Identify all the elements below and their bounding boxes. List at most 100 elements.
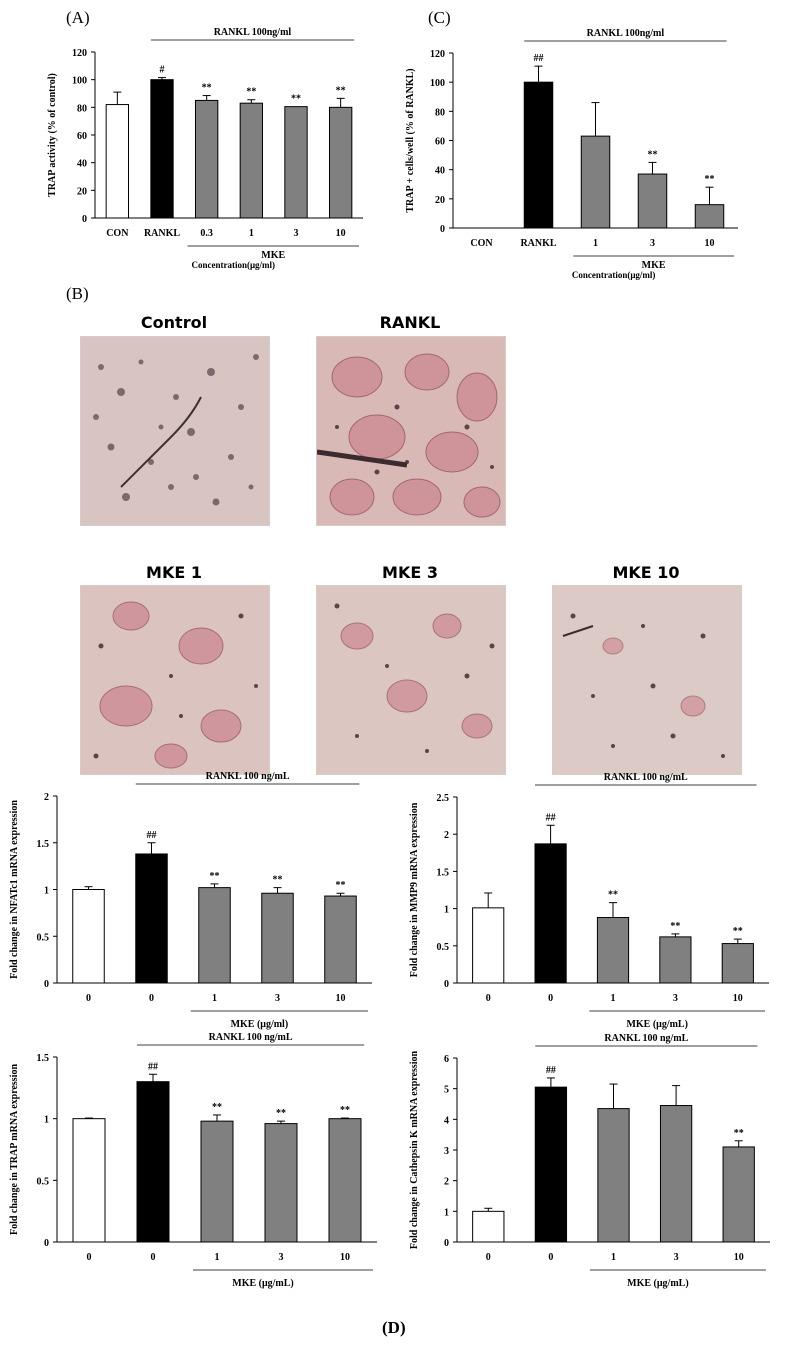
y-tick-label: 1	[44, 886, 49, 897]
y-tick-label: 0	[44, 979, 49, 990]
y-tick-label: 120	[72, 48, 87, 59]
y-tick-label: 6	[444, 1054, 449, 1065]
bar	[721, 943, 754, 984]
panel-label-b: (B)	[66, 284, 89, 303]
bar	[659, 936, 692, 984]
x-axis-label: MKE (μg/mL)	[232, 1278, 294, 1289]
photo-title-mke10: MKE 10	[612, 563, 680, 582]
bar	[72, 889, 105, 984]
y-tick-label: 0	[82, 214, 87, 225]
significance-mark: **	[340, 1105, 350, 1116]
micrograph-control-image	[81, 337, 269, 525]
bar	[637, 173, 668, 229]
y-tick-label: 2	[44, 792, 49, 803]
x-axis-label: Concentration(μg/ml)	[191, 260, 275, 270]
significance-mark: ##	[546, 1065, 556, 1076]
bar	[284, 106, 308, 219]
x-tick-label: 1	[593, 238, 598, 249]
x-axis-label: MKE (μg/mL)	[627, 1278, 689, 1289]
y-axis-label: Fold change in TRAP mRNA expression	[9, 1064, 20, 1235]
y-tick-label: 60	[77, 131, 87, 142]
significance-mark: **	[291, 94, 301, 105]
bar	[136, 1081, 170, 1243]
bar	[72, 1118, 106, 1243]
bar	[580, 135, 611, 229]
rankl-bracket-label: RANKL 100 ng/mL	[209, 1032, 293, 1043]
y-tick-label: 120	[430, 49, 445, 60]
x-tick-label: CON	[106, 228, 129, 239]
significance-mark: **	[705, 174, 715, 185]
bar	[534, 1086, 568, 1243]
chart-a: 0 20 40 60 80 100 120 TRAP activity (% of contr…	[47, 27, 363, 270]
significance-mark: ##	[534, 53, 544, 64]
y-tick-label: 0.5	[37, 1176, 50, 1187]
x-axis-label: MKE (μg/mL)	[626, 1019, 688, 1030]
bar	[261, 892, 294, 984]
x-tick-label: 0	[87, 1252, 92, 1263]
x-tick-label: 0	[486, 993, 491, 1004]
x-tick-label: 3	[650, 238, 655, 249]
y-tick-label: 5	[444, 1085, 449, 1096]
x-tick-label: 3	[275, 993, 280, 1004]
y-axis-label: TRAP activity (% of control)	[47, 73, 58, 197]
mke-bracket-label: MKE	[642, 260, 666, 271]
panel-label-c: (C)	[428, 8, 451, 27]
bar	[324, 895, 357, 984]
y-tick-label: 0	[44, 1238, 49, 1249]
y-tick-label: 80	[435, 107, 445, 118]
significance-mark: **	[733, 926, 743, 937]
y-tick-label: 1.5	[37, 1053, 50, 1064]
chart-d-nfatc1: 0 0.5 1 1.5 2 Fold change in NFATc1 mRNA expr…	[9, 771, 372, 1030]
significance-mark: **	[608, 890, 618, 901]
chart-d-cathepsin-k: 0 1 2 3 4 5 6 Fold change in Cathepsin K mRNA e…	[409, 1033, 770, 1289]
significance-mark: **	[336, 880, 346, 891]
micrograph-rankl-image	[316, 337, 505, 525]
y-tick-label: 0.5	[37, 932, 50, 943]
x-tick-label: 10	[340, 1252, 350, 1263]
rankl-bracket-label: RANKL 100ng/ml	[587, 28, 665, 39]
bar	[523, 81, 554, 229]
bar	[597, 1108, 630, 1243]
x-tick-label: 1	[611, 993, 616, 1004]
significance-mark: **	[273, 875, 283, 886]
y-tick-label: 1	[44, 1115, 49, 1126]
x-tick-label: 0	[149, 993, 154, 1004]
y-tick-label: 0	[444, 1238, 449, 1249]
photo-rankl	[316, 336, 506, 526]
x-tick-label: 10	[733, 993, 743, 1004]
x-tick-label: 0	[151, 1252, 156, 1263]
y-tick-label: 1.5	[437, 867, 450, 878]
y-axis-label: Fold change in MMP9 mRNA expression	[409, 802, 420, 977]
bar	[200, 1120, 234, 1243]
y-tick-label: 40	[77, 159, 87, 170]
photo-title-rankl: RANKL	[379, 313, 441, 332]
photo-mke10	[552, 585, 742, 775]
x-tick-label: CON	[470, 238, 493, 249]
mke-bracket-label: MKE	[261, 250, 285, 261]
y-tick-label: 2.5	[437, 793, 450, 804]
y-tick-label: 100	[72, 76, 87, 87]
panel-label-a: (A)	[66, 8, 90, 27]
significance-mark: **	[670, 921, 680, 932]
significance-mark: ##	[546, 812, 556, 823]
micrograph-mke3-image	[317, 586, 505, 774]
significance-mark: **	[336, 85, 346, 96]
y-axis-label: Fold change in NFATc1 mRNA expression	[9, 800, 20, 979]
x-tick-label: 10	[336, 228, 346, 239]
y-tick-label: 20	[77, 186, 87, 197]
y-tick-label: 3	[444, 1146, 449, 1157]
x-tick-label: RANKL	[144, 228, 180, 239]
bar	[534, 843, 567, 984]
photo-mke3	[316, 585, 506, 775]
y-tick-label: 0	[440, 224, 445, 235]
y-tick-label: 1.5	[37, 839, 50, 850]
y-tick-label: 0.5	[437, 942, 450, 953]
x-axis-label: Concentration(μg/ml)	[572, 270, 656, 280]
panel-label-d: (D)	[382, 1318, 406, 1337]
significance-mark: **	[246, 87, 256, 98]
y-tick-label: 1	[444, 905, 449, 916]
photo-mke1	[80, 585, 270, 775]
micrograph-mke1-image	[81, 586, 269, 774]
significance-mark: #	[160, 65, 165, 76]
y-axis-label: Fold change in Cathepsin K mRNA expressi…	[409, 1050, 420, 1249]
